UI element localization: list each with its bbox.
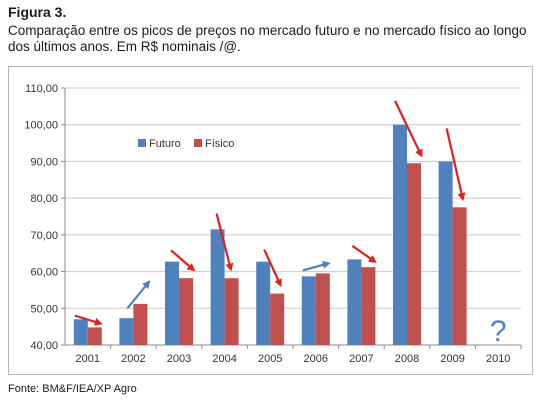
bar-físico-2009 [452,207,467,345]
bar-futuro-2002 [119,318,134,345]
y-tick-label: 80,00 [30,193,58,205]
arrow-down-2004 [215,213,234,272]
bar-futuro-2001 [73,319,88,345]
figure-caption: Comparação entre os picos de preços no m… [8,23,527,54]
bar-chart: 40,00 50,00 60,00 70,00 80,00 90,00 100,00 110,… [24,83,522,365]
bar-físico-2007 [361,267,376,345]
legend-swatch-futuro [138,139,146,147]
y-tick-label: 60,00 [30,267,58,279]
x-tick-label: 2003 [167,353,191,365]
y-tick-label: 90,00 [30,156,58,168]
arrow-down-2001 [74,314,103,326]
bar-físico-2003 [179,278,193,345]
bar-futuro-2006 [301,276,316,345]
arrow-down-2009 [445,128,466,202]
x-tick-label: 2005 [258,353,282,365]
bar-futuro-2004 [210,229,225,345]
arrow-down-2003 [170,249,196,272]
x-tick-label: 2002 [121,353,145,365]
x-tick-label: 2004 [212,353,236,365]
bar-futuro-2009 [438,161,453,345]
y-tick-label: 70,00 [30,230,58,242]
chart-frame: 40,00 50,00 60,00 70,00 80,00 90,00 100,00 110,… [8,66,533,375]
x-tick-label: 2007 [349,353,373,365]
question-mark-2010: ? [490,315,507,348]
x-tick-label: 2010 [486,353,510,365]
bar-físico-2004 [224,278,239,345]
x-tick-label: 2009 [440,353,464,365]
y-tick-label: 100,00 [24,120,58,132]
bar-físico-2002 [133,303,148,345]
figure-label: Figura 3. [8,4,67,20]
y-tick-label: 40,00 [30,340,58,352]
bar-físico-2005 [270,293,285,345]
bar-físico-2006 [315,273,330,345]
bar-futuro-2005 [256,261,271,345]
arrow-down-2007 [351,244,377,264]
arrow-up-2002 [126,280,151,309]
bar-físico-2001 [87,327,102,345]
legend-label-físico: Físico [205,138,234,150]
legend-label-futuro: Futuro [149,138,181,150]
legend-swatch-físico [194,139,202,147]
arrow-down-2005 [263,249,282,288]
y-tick-label: 50,00 [30,303,58,315]
x-tick-label: 2001 [76,353,100,365]
bar-futuro-2008 [393,124,407,345]
y-tick-label: 110,00 [25,83,58,95]
arrow-up-2006 [302,260,331,272]
source-note: Fonte: BM&F/IEA/XP Agro [8,383,137,395]
x-tick-label: 2008 [395,353,419,365]
bar-futuro-2003 [165,261,179,345]
bar-físico-2008 [407,163,421,345]
bar-futuro-2007 [347,259,362,345]
x-tick-label: 2006 [304,353,328,365]
arrow-down-2008 [394,100,423,158]
